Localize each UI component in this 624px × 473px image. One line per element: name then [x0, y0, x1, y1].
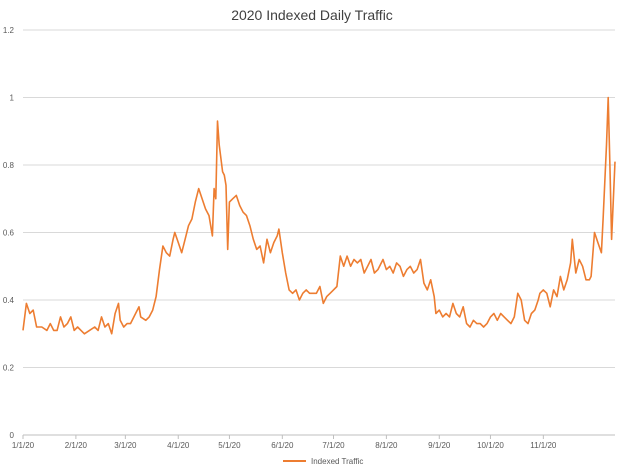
y-tick-label: 0.8	[3, 161, 15, 170]
y-tick-label: 0.4	[3, 296, 15, 305]
x-tick-label: 4/1/20	[167, 441, 190, 450]
x-tick-label: 8/1/20	[375, 441, 398, 450]
x-axis-ticks: 1/1/20 2/1/20 3/1/20 4/1/20 5/1/20 6/1/20 7/1/…	[12, 435, 557, 450]
y-axis-ticks: 0 0.2 0.4 0.6 0.8 1 1.2	[3, 26, 15, 440]
x-tick-label: 7/1/20	[322, 441, 345, 450]
y-tick-label: 1	[10, 94, 15, 103]
series-layer	[22, 96, 616, 335]
y-tick-label: 0.2	[3, 364, 15, 373]
y-tick-label: 0.6	[3, 229, 15, 238]
gridlines	[23, 29, 615, 436]
x-tick-label: 3/1/20	[114, 441, 137, 450]
y-tick-label: 1.2	[3, 26, 15, 35]
x-tick-label: 6/1/20	[271, 441, 294, 450]
legend: Indexed Traffic	[283, 457, 363, 466]
series-line-indexed-traffic	[22, 96, 616, 335]
x-tick-label: 10/1/20	[477, 441, 504, 450]
y-tick-label: 0	[10, 431, 15, 440]
legend-label: Indexed Traffic	[311, 457, 363, 466]
chart-title: 2020 Indexed Daily Traffic	[231, 7, 393, 23]
x-tick-label: 1/1/20	[12, 441, 35, 450]
x-tick-label: 2/1/20	[65, 441, 88, 450]
x-tick-label: 9/1/20	[428, 441, 451, 450]
x-tick-label: 11/1/20	[530, 441, 557, 450]
x-tick-label: 5/1/20	[218, 441, 241, 450]
